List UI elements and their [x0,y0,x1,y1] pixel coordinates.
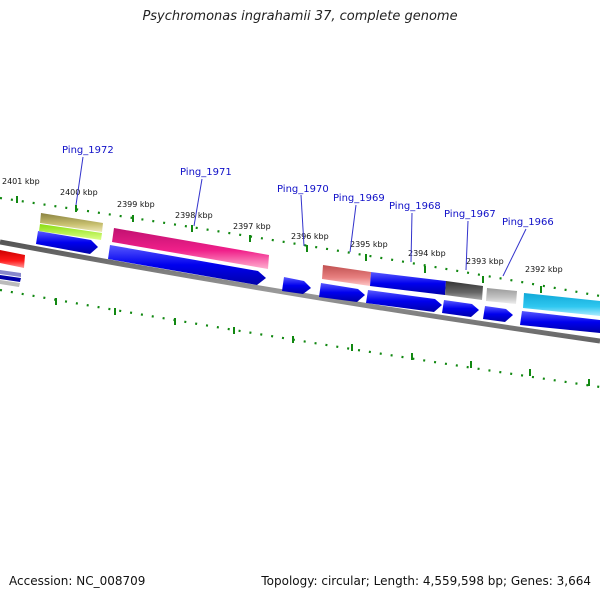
major-ticks [16,196,542,293]
topology-info: Topology: circular; Length: 4,559,598 bp… [261,574,591,588]
cds-arrow [442,300,479,317]
map-title: Psychromonas ingrahamii 37, complete gen… [142,9,458,24]
cds-arrow [520,311,600,333]
feature-navy [0,275,21,282]
scale-label-2398: 2398 kbp [175,211,213,220]
feature-lavender [0,270,21,277]
feature-dark-grey [445,281,483,300]
feature-lime [39,224,102,240]
gene-label-ping-1968[interactable]: Ping_1968 [389,201,441,212]
gene-label-ping-1970[interactable]: Ping_1970 [277,184,329,195]
scale-label-2394: 2394 kbp [408,249,446,258]
gene-label-ping-1969[interactable]: Ping_1969 [333,193,385,204]
feature-track-cds [36,231,600,333]
genome-backbone [0,239,600,344]
gene-label-ping-1971[interactable]: Ping_1971 [180,167,232,178]
feature-olive [40,213,103,232]
feature-magenta [112,228,269,269]
scale-label-2396: 2396 kbp [291,232,329,241]
inner-major-ticks [55,298,590,386]
cds-arrow [36,231,98,254]
feature-salmon [322,265,371,286]
cds-arrow [483,306,513,322]
cds-arrow [319,283,365,302]
scale-label-2393: 2393 kbp [466,257,504,266]
feature-track-colored [0,213,600,316]
scale-label-2397: 2397 kbp [233,222,271,231]
gene-label-ping-1966[interactable]: Ping_1966 [502,217,554,228]
cds-arrow [366,290,442,312]
feature-cyan [523,293,600,316]
cds-arrow [282,277,311,294]
feature-blue-band [370,272,446,295]
inner-scale-ring [0,288,600,389]
gene-leader-lines [75,156,527,277]
scale-label-2401: 2401 kbp [2,177,40,186]
scale-label-2395: 2395 kbp [350,240,388,249]
feature-silver [0,280,20,287]
cds-arrow [108,245,266,285]
feature-red [0,250,25,268]
accession-info: Accession: NC_008709 [9,574,146,588]
gene-label-ping-1972[interactable]: Ping_1972 [62,145,114,156]
scale-label-2400: 2400 kbp [60,188,98,197]
scale-label-2399: 2399 kbp [117,200,155,209]
scale-label-2392: 2392 kbp [525,265,563,274]
gene-label-ping-1967[interactable]: Ping_1967 [444,209,496,220]
feature-light-grey [486,288,517,304]
